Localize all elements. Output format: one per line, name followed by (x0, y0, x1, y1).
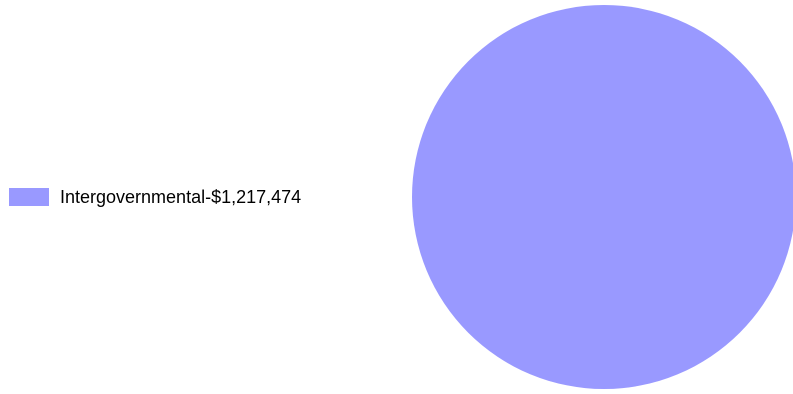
legend: Intergovernmental-$1,217,474 (9, 186, 301, 208)
legend-label: Intergovernmental-$1,217,474 (60, 187, 302, 207)
legend-swatch (9, 188, 49, 206)
pie-slice (412, 5, 793, 389)
